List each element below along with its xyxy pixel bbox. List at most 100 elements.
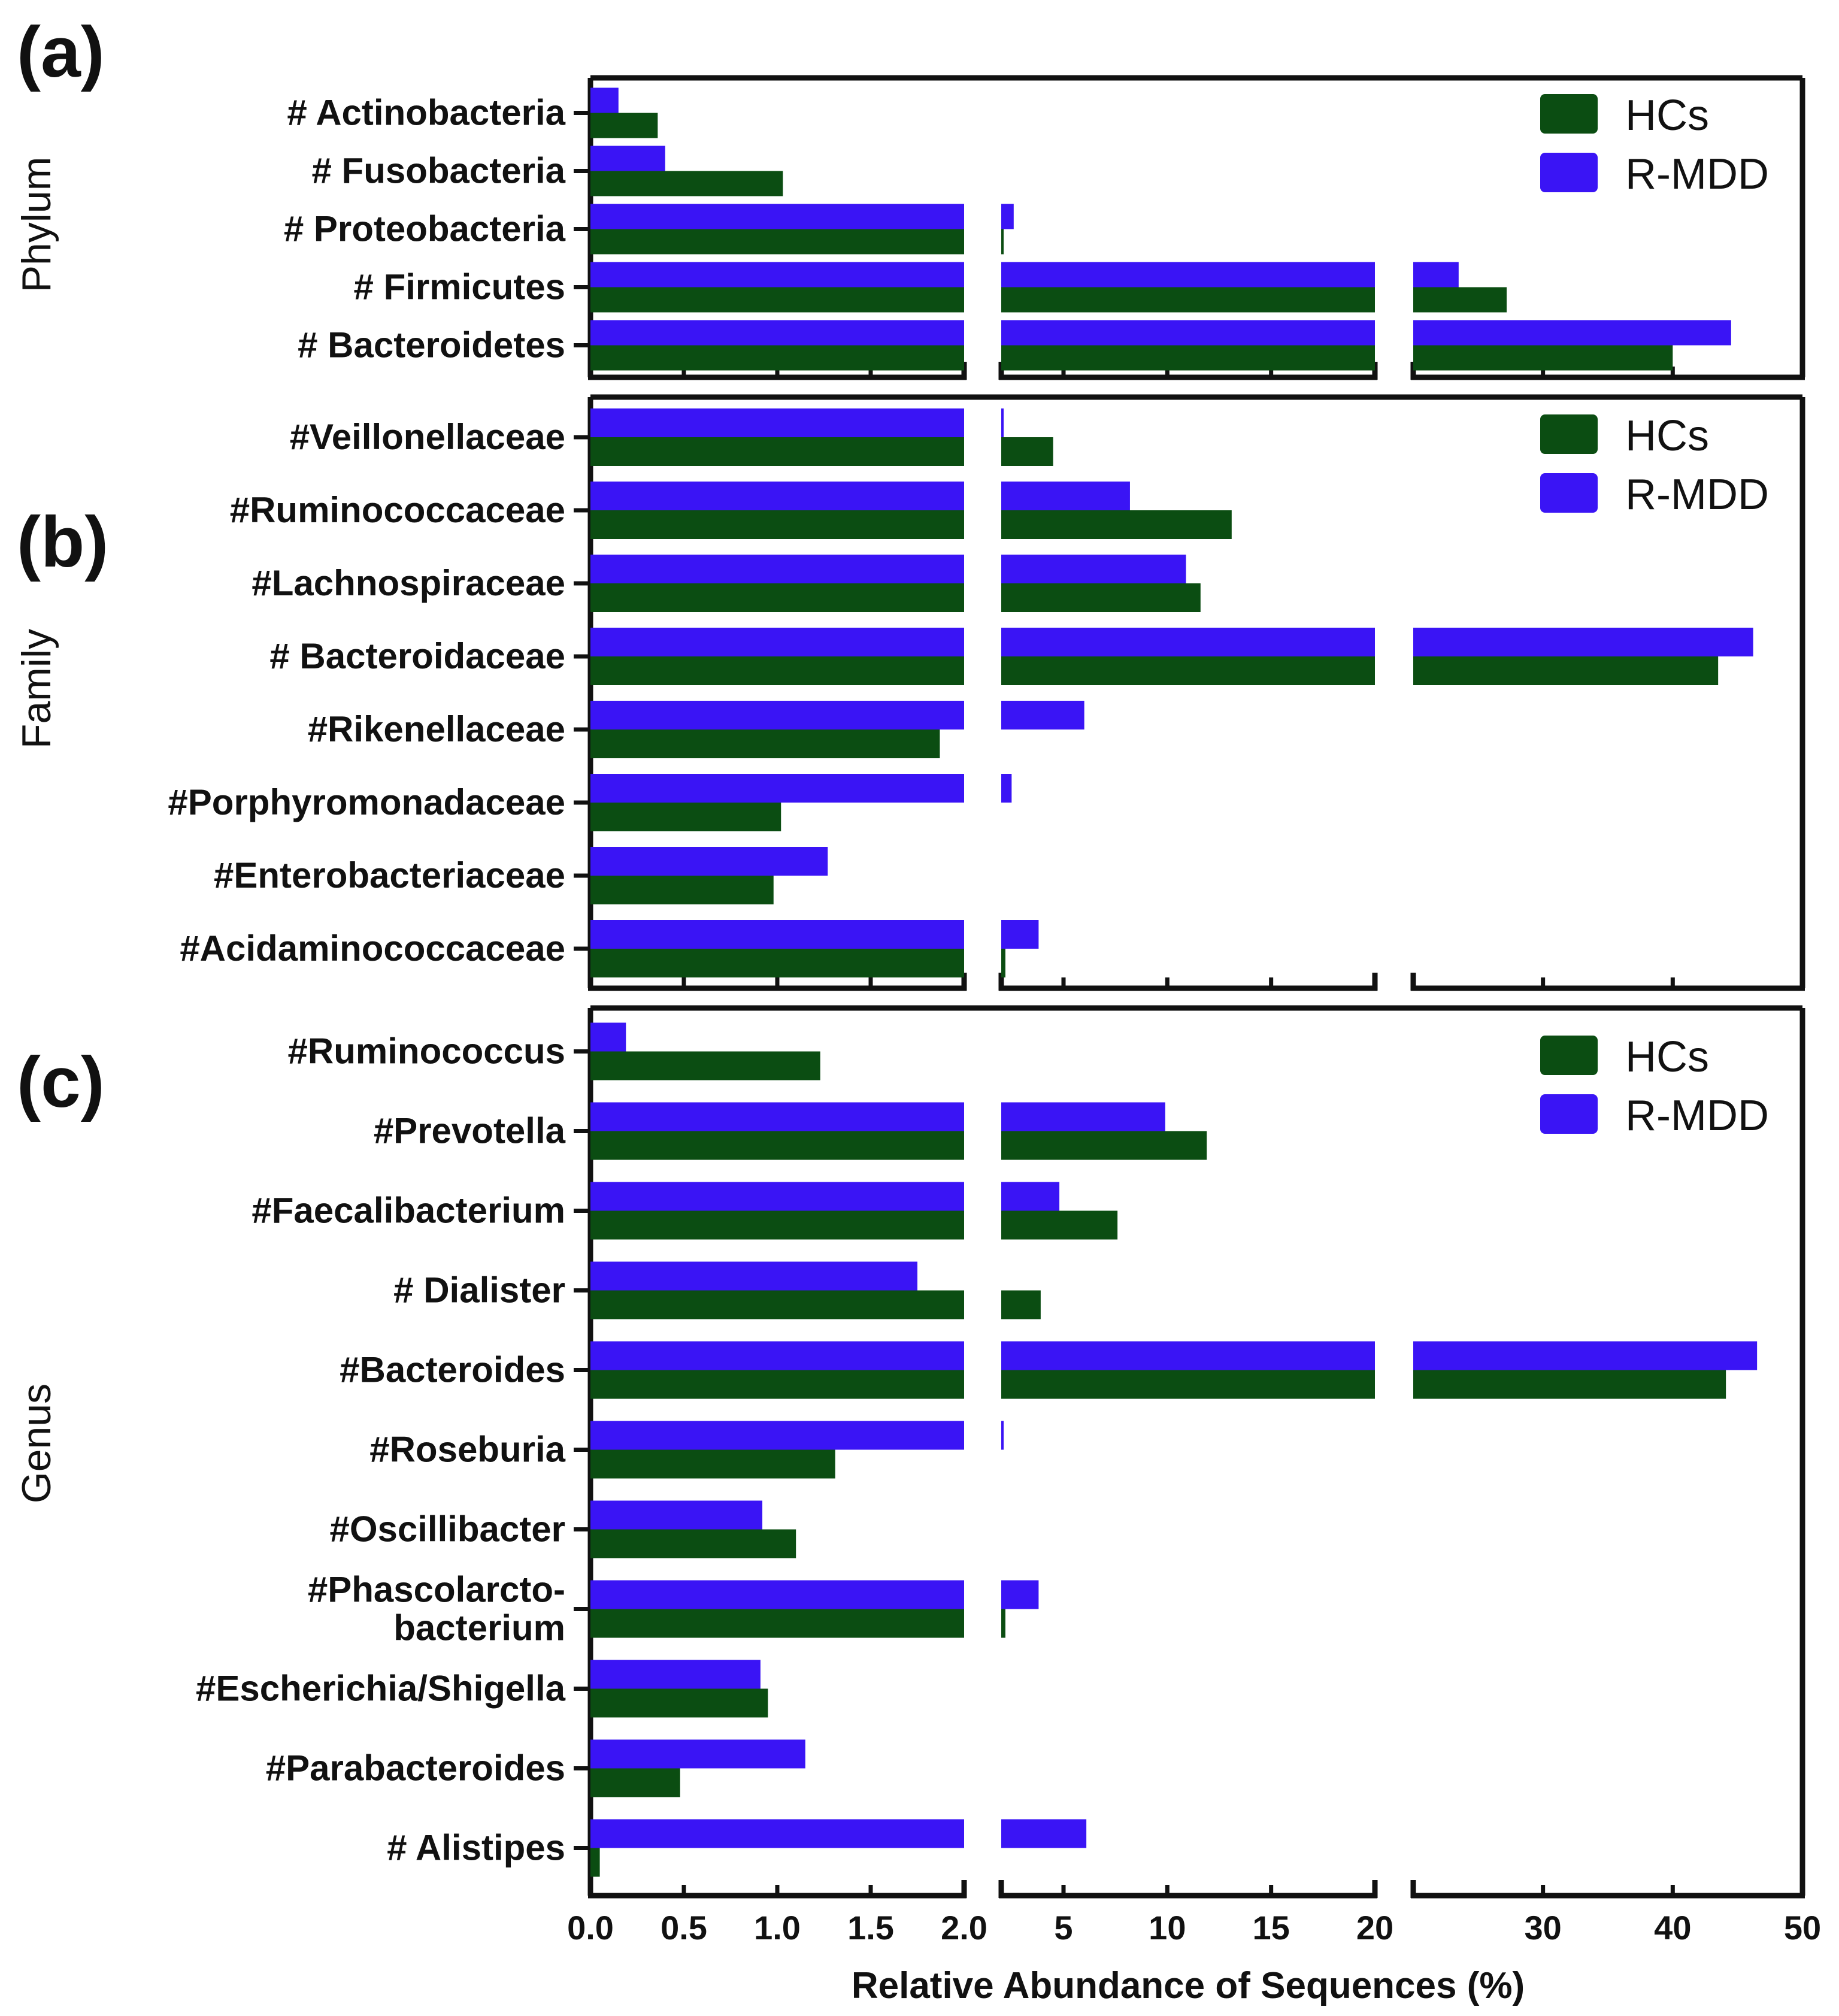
bar-hcs <box>1001 229 1004 255</box>
bar-r-mdd <box>590 320 964 346</box>
bar-hcs <box>590 229 964 255</box>
bar-r-mdd <box>1001 920 1039 949</box>
category-label: # Firmicutes <box>354 267 565 307</box>
bar-hcs <box>1001 1290 1041 1319</box>
bar-r-mdd <box>590 1261 917 1291</box>
category-label: #Veillonellaceae <box>290 417 565 457</box>
bar-hcs <box>1001 287 1375 313</box>
bar-r-mdd <box>1001 482 1130 510</box>
panels: (a) Phylum HCs R-MDD # Actinobacteria # Fusob… <box>14 12 1805 1899</box>
rank-label: Phylum <box>14 157 59 293</box>
bar-r-mdd <box>590 262 964 287</box>
category-label: #Acidaminococcaceae <box>180 928 565 968</box>
bar-r-mdd <box>1001 1341 1375 1370</box>
bar-hcs <box>1001 1370 1375 1399</box>
legend-label-r-mdd: R-MDD <box>1625 150 1769 198</box>
bar-hcs <box>1001 437 1053 466</box>
bar-r-mdd <box>590 408 964 437</box>
bar-r-mdd <box>590 628 964 656</box>
bar-r-mdd <box>590 146 665 171</box>
bar-r-mdd <box>1001 408 1004 437</box>
bar-r-mdd <box>1001 1580 1039 1609</box>
x-axis-title: Relative Abundance of Sequences (%) <box>852 1965 1525 2006</box>
category-label: #Prevotella <box>374 1111 566 1151</box>
panel-family: (b) Family HCs R-MDD #Veillonellaceae #Rumino… <box>14 394 1805 991</box>
legend-swatch-r-mdd <box>1540 153 1598 192</box>
rank-label: Genus <box>14 1384 59 1503</box>
bar-hcs <box>590 1688 768 1718</box>
category-label: #Ruminococcus <box>288 1031 565 1071</box>
x-tick-label: 50 <box>1784 1909 1821 1947</box>
bar-r-mdd <box>590 204 964 229</box>
bar-hcs <box>590 1449 835 1479</box>
x-tick-label: 5 <box>1054 1909 1073 1947</box>
category-label: #Escherichia/Shigella <box>196 1669 566 1709</box>
bar-r-mdd <box>590 482 964 510</box>
panel-label: (b) <box>17 502 108 582</box>
bar-r-mdd <box>590 1580 964 1609</box>
bar-hcs <box>1413 287 1507 313</box>
bar-hcs <box>590 583 964 612</box>
category-label: #Faecalibacterium <box>252 1191 565 1231</box>
x-tick-label: 20 <box>1356 1909 1393 1947</box>
x-tick-label: 0.5 <box>661 1909 707 1947</box>
bar-hcs <box>1001 656 1375 685</box>
bar-hcs <box>590 287 964 313</box>
bar-hcs <box>1001 1210 1118 1240</box>
panel-genus: (c) Genus HCs R-MDD #Ruminococcus #Prevotella… <box>14 1005 1805 1899</box>
category-label: #Porphyromonadaceae <box>168 782 565 822</box>
category-label: # Bacteroidetes <box>298 325 565 365</box>
bar-r-mdd <box>1001 204 1014 229</box>
category-label: # Actinobacteria <box>287 93 565 133</box>
category-label: # Dialister <box>393 1270 565 1310</box>
bar-r-mdd <box>1001 1102 1165 1131</box>
bar-r-mdd <box>590 555 964 583</box>
bar-r-mdd <box>590 1500 763 1530</box>
legend: HCs R-MDD <box>1540 1033 1769 1140</box>
category-label: #Ruminococcaceae <box>230 490 565 530</box>
bar-r-mdd <box>1413 320 1731 346</box>
bar-hcs <box>590 949 964 977</box>
category-label: # Bacteroidaceae <box>269 636 565 676</box>
bar-hcs <box>1413 656 1719 685</box>
legend-label-hcs: HCs <box>1625 92 1709 140</box>
legend: HCs R-MDD <box>1540 412 1769 519</box>
bar-hcs <box>1001 345 1375 371</box>
x-tick-label: 30 <box>1525 1909 1562 1947</box>
x-tick-label: 40 <box>1654 1909 1691 1947</box>
bar-hcs <box>590 656 964 685</box>
legend-swatch-hcs <box>1540 414 1598 454</box>
bar-hcs <box>590 729 940 758</box>
category-label: #Bacteroides <box>340 1350 565 1390</box>
legend-label-hcs: HCs <box>1625 412 1709 460</box>
legend-swatch-r-mdd <box>1540 473 1598 513</box>
bar-r-mdd <box>590 87 619 113</box>
bar-hcs <box>590 345 964 371</box>
x-axis: 0.0 0.5 1.0 1.5 2.0 5 10 15 20 30 40 50 <box>567 1909 1821 1947</box>
category-label: #Phascolarcto- <box>308 1570 565 1610</box>
bar-r-mdd <box>1001 555 1186 583</box>
legend: HCs R-MDD <box>1540 92 1769 198</box>
bar-r-mdd <box>590 1182 964 1211</box>
bar-hcs <box>590 876 774 904</box>
bar-hcs <box>1001 510 1232 539</box>
bar-hcs <box>1001 1609 1005 1638</box>
bar-r-mdd <box>1413 1341 1758 1370</box>
category-label: #Roseburia <box>369 1430 565 1470</box>
bar-hcs <box>590 1768 680 1797</box>
bar-r-mdd <box>590 1421 964 1450</box>
bar-r-mdd <box>590 1660 761 1689</box>
legend-label-hcs: HCs <box>1625 1033 1709 1081</box>
bar-hcs <box>590 113 658 138</box>
bar-r-mdd <box>1001 628 1375 656</box>
category-label: #Oscillibacter <box>329 1509 565 1549</box>
category-label: #Parabacteroides <box>266 1748 565 1788</box>
bar-r-mdd <box>590 1102 964 1131</box>
bar-r-mdd <box>590 1739 805 1769</box>
bar-hcs <box>590 510 964 539</box>
bar-r-mdd <box>590 1819 964 1848</box>
bar-hcs <box>590 1370 964 1399</box>
bar-hcs <box>1413 345 1673 371</box>
x-tick-label: 2.0 <box>941 1909 987 1947</box>
bar-r-mdd <box>590 774 964 803</box>
